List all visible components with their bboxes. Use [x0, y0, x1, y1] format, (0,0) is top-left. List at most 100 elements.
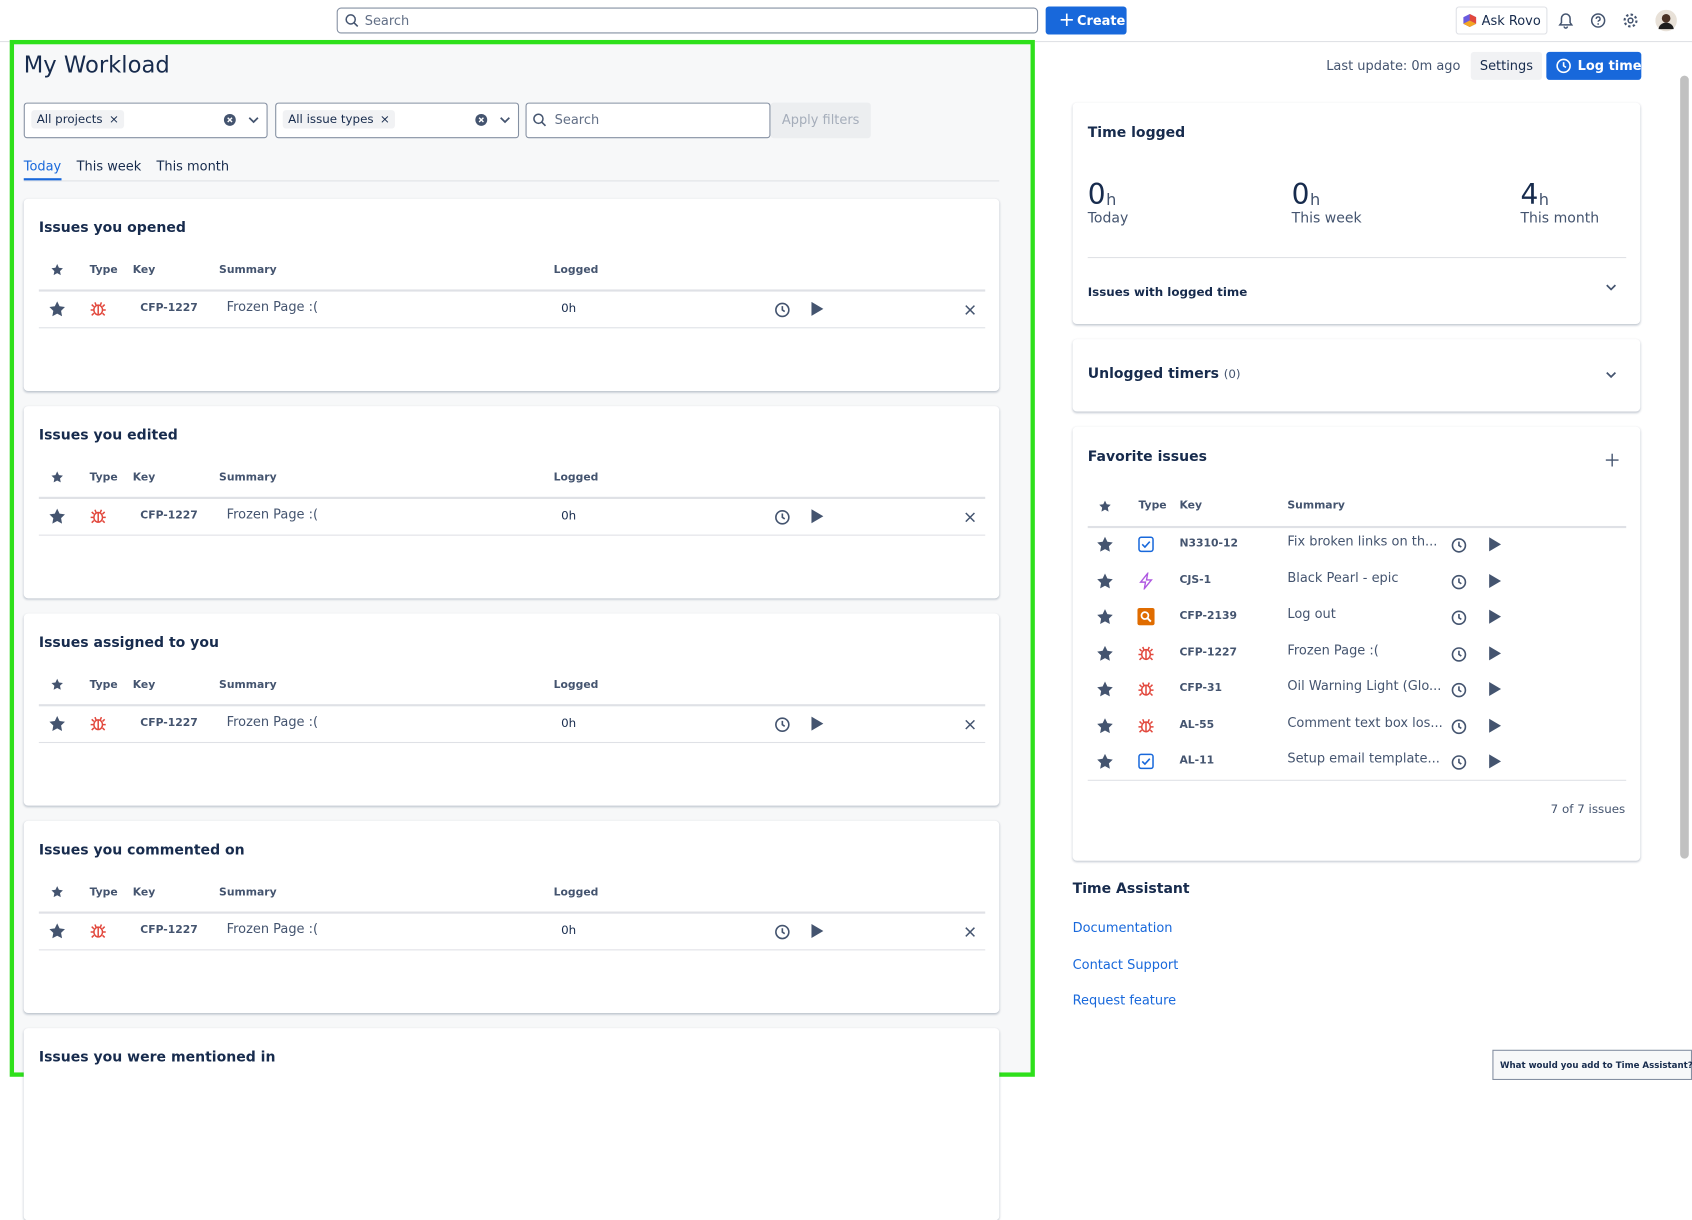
start-timer-button[interactable]	[1487, 680, 1502, 697]
scrollbar	[1680, 75, 1689, 859]
start-timer-button[interactable]	[1487, 536, 1502, 553]
issue-key[interactable]: CFP-1227	[140, 924, 198, 937]
notifications[interactable]	[1558, 12, 1574, 29]
tab[interactable]: Today	[23, 159, 62, 181]
time-logged-card	[1072, 102, 1641, 324]
expand-icon[interactable]	[1604, 280, 1619, 295]
issue-key[interactable]: AL-11	[1179, 754, 1215, 767]
help-link[interactable]: Contact Support	[1072, 956, 1179, 972]
clear-icon[interactable]	[475, 113, 488, 126]
dropdown-icon[interactable]	[246, 112, 261, 127]
log-time-button[interactable]	[1450, 681, 1467, 698]
add-favorite[interactable]	[1605, 453, 1619, 467]
log-time-button[interactable]	[1546, 51, 1642, 80]
help-link[interactable]: Documentation	[1072, 920, 1173, 936]
column-header: Type	[89, 264, 118, 277]
tab[interactable]: This month	[156, 158, 230, 174]
filter-chip[interactable]: All projects	[31, 110, 125, 129]
start-timer-button[interactable]	[809, 300, 824, 317]
settings-button[interactable]: Settings	[1470, 51, 1543, 80]
feedback-button[interactable]: What would you add to Time Assistant?	[1492, 1049, 1692, 1080]
issue-summary[interactable]: Frozen Page :(	[226, 921, 319, 937]
dropdown-icon[interactable]	[497, 112, 512, 127]
log-time-button[interactable]	[1450, 645, 1467, 662]
favorite-star[interactable]	[1096, 753, 1113, 770]
favorite-star[interactable]	[1096, 572, 1113, 589]
start-timer-button[interactable]	[1487, 753, 1502, 770]
issue-summary[interactable]: Comment text box los...	[1287, 714, 1443, 730]
start-timer-button[interactable]	[809, 922, 824, 939]
start-timer-button[interactable]	[809, 715, 824, 732]
issue-summary[interactable]: Frozen Page :(	[1287, 642, 1379, 658]
log-time-button[interactable]	[774, 923, 791, 940]
logged-time: 0h	[561, 301, 577, 316]
issue-summary[interactable]: Frozen Page :(	[226, 713, 319, 729]
favorite-star[interactable]	[1096, 608, 1113, 625]
log-time-button[interactable]	[1450, 754, 1467, 771]
issue-summary[interactable]: Oil Warning Light (Glo...	[1287, 678, 1442, 694]
issue-summary[interactable]: Frozen Page :(	[226, 299, 319, 315]
favorite-star[interactable]	[49, 508, 66, 525]
favorite-star[interactable]	[49, 922, 66, 939]
log-time-button[interactable]	[1450, 573, 1467, 590]
create-button[interactable]	[1045, 6, 1127, 35]
log-time-button[interactable]	[774, 301, 791, 318]
log-time-button[interactable]	[1450, 537, 1467, 554]
issue-summary[interactable]: Black Pearl - epic	[1287, 569, 1399, 585]
issue-summary[interactable]: Log out	[1287, 605, 1336, 621]
tab[interactable]: This week	[76, 158, 142, 174]
remove-button[interactable]	[964, 303, 977, 316]
avatar[interactable]	[1655, 9, 1677, 32]
log-time-icon[interactable]	[1555, 57, 1572, 74]
issue-key[interactable]: CFP-1227	[1179, 646, 1237, 659]
remove-button[interactable]	[964, 926, 977, 939]
chip-remove[interactable]: ×	[108, 112, 119, 127]
start-timer-button[interactable]	[1487, 717, 1502, 734]
log-time-button[interactable]	[774, 716, 791, 733]
issue-key[interactable]: CJS-1	[1179, 574, 1212, 586]
filter-chip[interactable]: All issue types	[282, 110, 396, 129]
log-time-button[interactable]	[774, 509, 791, 526]
issue-key[interactable]: CFP-2139	[1179, 610, 1237, 623]
favorite-star[interactable]	[1096, 680, 1113, 697]
favorite-star[interactable]	[1096, 644, 1113, 661]
filter-search[interactable]	[525, 102, 771, 139]
issues-with-logged-time[interactable]: Issues with logged time	[1087, 285, 1248, 300]
help-link[interactable]: Request feature	[1072, 992, 1177, 1008]
favorite-star[interactable]	[49, 715, 66, 732]
issue-key[interactable]: CFP-1227	[140, 302, 198, 315]
chip-remove[interactable]: ×	[379, 112, 390, 127]
clear-icon[interactable]	[223, 113, 236, 126]
apply-filters-button[interactable]: Apply filters	[770, 102, 871, 139]
ask-rovo-label[interactable]: Ask Rovo	[1481, 12, 1541, 29]
ask-rovo-button[interactable]	[1455, 6, 1548, 35]
start-timer-button[interactable]	[809, 508, 824, 525]
issue-key[interactable]: CFP-31	[1179, 682, 1222, 695]
issue-summary[interactable]: Frozen Page :(	[226, 506, 319, 522]
column-header: Key	[132, 471, 156, 484]
favorite-star[interactable]	[1096, 536, 1113, 553]
issue-summary[interactable]: Fix broken links on th...	[1287, 533, 1438, 549]
remove-button[interactable]	[964, 511, 977, 524]
global-search[interactable]	[336, 7, 1039, 34]
start-timer-button[interactable]	[1487, 608, 1502, 625]
start-timer-button[interactable]	[1487, 644, 1502, 661]
issue-key[interactable]: N3310-12	[1179, 537, 1239, 550]
start-timer-button[interactable]	[1487, 572, 1502, 589]
issue-key[interactable]: CFP-1227	[140, 717, 198, 729]
log-time-label[interactable]: Log time	[1577, 58, 1642, 74]
issue-summary[interactable]: Setup email template...	[1287, 750, 1440, 766]
issue-type	[1137, 570, 1154, 591]
help[interactable]	[1590, 13, 1606, 28]
favorite-star[interactable]	[1096, 717, 1113, 734]
expand-icon[interactable]	[1604, 367, 1619, 382]
remove-button[interactable]	[964, 718, 977, 731]
log-time-button[interactable]	[1450, 718, 1467, 735]
issue-key[interactable]: CFP-1227	[140, 509, 198, 522]
create-label[interactable]: Create	[1076, 12, 1126, 29]
search-icon	[344, 13, 359, 28]
issue-key[interactable]: AL-55	[1179, 718, 1215, 731]
settings-gear[interactable]	[1623, 13, 1638, 28]
log-time-button[interactable]	[1450, 609, 1467, 626]
favorite-star[interactable]	[49, 300, 66, 317]
